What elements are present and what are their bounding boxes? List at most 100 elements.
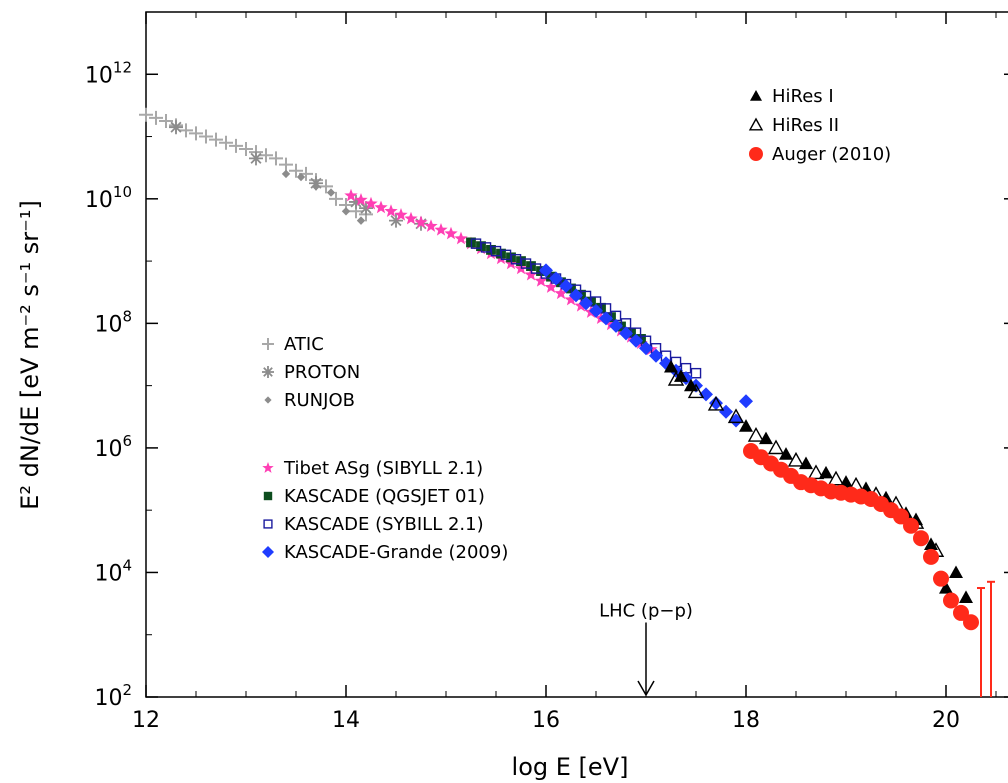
- data-point: [444, 226, 458, 240]
- axes: 12 14 16 18 20 102 104 106 108 1010 1012: [85, 12, 1008, 733]
- data-point: [739, 394, 753, 409]
- data-point: [356, 216, 366, 225]
- plot-frame: [145, 11, 1008, 698]
- x-tick-label: 16: [532, 708, 560, 733]
- y-axis-label: E² dN/dE [eV m⁻² s⁻¹ sr⁻¹]: [16, 200, 44, 510]
- legend-label: KASCADE (SYBILL 2.1): [284, 514, 484, 535]
- lhc-arrowhead: [637, 680, 655, 697]
- legend-label: ATIC: [284, 334, 324, 355]
- data-point: [649, 348, 663, 363]
- legend-marker: [264, 396, 272, 404]
- legend-marker: [262, 546, 274, 558]
- lhc-label: LHC (p−p): [599, 601, 693, 622]
- data-point: [424, 219, 438, 232]
- lhc-annotation: LHC (p−p): [599, 601, 693, 697]
- data-point: [189, 126, 203, 141]
- data-point: [787, 451, 805, 467]
- legend-label: HiRes II: [772, 115, 839, 136]
- legend-marker: [263, 491, 273, 501]
- x-tick-label: 20: [932, 708, 960, 733]
- series-tibet-asg-sibyll-2-1-: [344, 188, 658, 356]
- legend-air-shower: Tibet ASg (SIBYLL 2.1) KASCADE (QGSJET 01…: [262, 458, 508, 563]
- series-auger-2010-: [743, 443, 995, 697]
- data-point: [747, 427, 765, 442]
- data-point: [923, 548, 939, 565]
- data-point: [470, 238, 482, 249]
- data-point: [159, 113, 173, 128]
- data-point: [564, 292, 578, 306]
- data-point: [549, 271, 563, 286]
- y-tick-label: 108: [94, 307, 132, 337]
- data-point: [534, 274, 548, 287]
- legend-label: PROTON: [284, 362, 360, 383]
- data-point: [289, 163, 303, 178]
- data-point: [139, 107, 153, 122]
- data-point: [279, 157, 293, 172]
- data-point: [727, 408, 745, 424]
- data-point: [664, 359, 678, 373]
- legend-label: RUNJOB: [284, 390, 355, 411]
- x-tick-label: 18: [732, 708, 760, 733]
- legend-marker: [750, 90, 762, 101]
- legend-marker: [263, 519, 273, 529]
- data-point: [709, 396, 723, 411]
- data-point: [259, 148, 273, 163]
- data-point: [149, 110, 163, 125]
- data-point: [819, 465, 833, 479]
- data-point: [269, 151, 283, 166]
- data-point: [729, 413, 743, 428]
- y-tick-label: 1012: [85, 58, 132, 88]
- data-point: [827, 470, 845, 486]
- data-point: [311, 182, 321, 191]
- data-point: [807, 464, 825, 480]
- data-point: [629, 333, 643, 348]
- data-point: [544, 280, 558, 293]
- data-point: [963, 614, 979, 631]
- legend-uhe: HiRes I HiRes II Auger (2010): [748, 86, 891, 165]
- data-point: [589, 303, 603, 318]
- data-point: [364, 196, 378, 210]
- data-point: [179, 123, 193, 138]
- data-point: [354, 193, 368, 206]
- data-point: [524, 267, 538, 281]
- data-point: [893, 508, 909, 525]
- data-point: [554, 286, 568, 300]
- data-point: [326, 188, 336, 197]
- data-point: [609, 318, 623, 333]
- x-tick-label: 12: [132, 708, 160, 733]
- data-point: [454, 231, 468, 245]
- data-point: [281, 169, 291, 179]
- legend-label: HiRes I: [772, 86, 834, 107]
- x-axis-label: log E [eV]: [512, 753, 629, 781]
- data-point: [933, 570, 949, 587]
- data-point: [510, 253, 522, 265]
- data-point: [490, 245, 502, 257]
- data-point: [530, 263, 542, 274]
- data-point: [199, 129, 213, 144]
- data-point: [539, 263, 553, 278]
- legends: ATIC PROTON RUNJOB Tibet ASg (SIBYLL 2.1) KA…: [262, 86, 891, 563]
- legend-marker: [262, 366, 274, 378]
- y-tick-label: 106: [94, 432, 132, 462]
- data-point: [374, 200, 388, 214]
- legend-marker: [262, 338, 274, 350]
- data-point: [239, 142, 253, 156]
- data-point: [779, 447, 793, 460]
- data-point: [674, 369, 688, 382]
- data-point: [209, 132, 223, 147]
- legend-marker: [748, 117, 764, 131]
- data-point: [389, 213, 403, 228]
- data-point: [953, 604, 969, 621]
- data-point: [520, 258, 532, 269]
- data-series: [139, 107, 995, 697]
- data-point: [394, 208, 408, 221]
- y-tick-label: 1010: [85, 183, 132, 213]
- data-point: [599, 311, 613, 326]
- data-point: [959, 590, 973, 603]
- data-point: [939, 581, 953, 594]
- data-point: [169, 120, 183, 135]
- data-point: [384, 204, 398, 217]
- x-tick-label: 14: [332, 708, 360, 733]
- data-point: [344, 188, 358, 202]
